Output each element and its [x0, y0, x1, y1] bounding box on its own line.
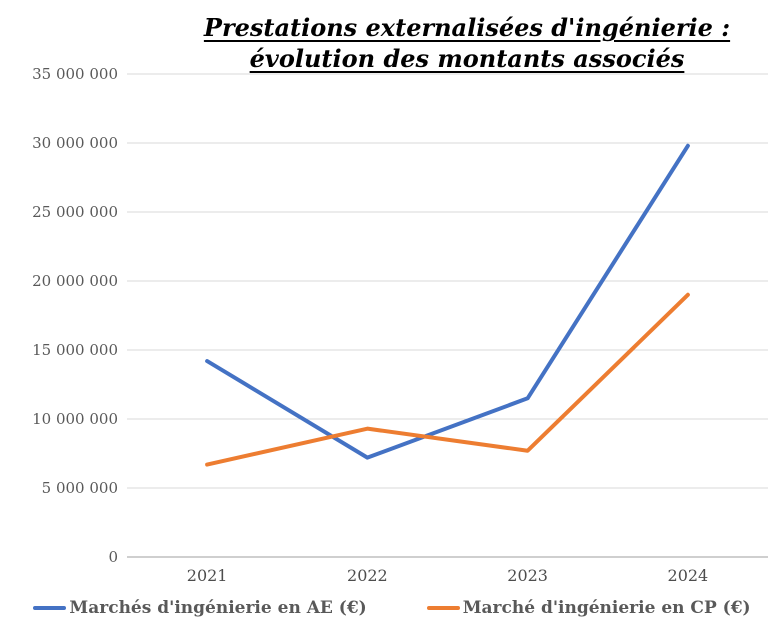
y-tick-label: 10 000 000 [32, 410, 118, 428]
y-tick-label: 30 000 000 [32, 134, 118, 152]
legend-item-ae: Marchés d'ingénierie en AE (€) [33, 598, 367, 618]
x-tick-label: 2024 [667, 566, 709, 585]
series-line-cp [205, 292, 690, 467]
chart-title-line-1: Prestations externalisées d'ingénierie : [203, 13, 731, 42]
chart-legend: Marchés d'ingénierie en AE (€) Marché d'i… [0, 595, 784, 621]
chart-title: Prestations externalisées d'ingénierie :… [150, 12, 784, 74]
y-tick-label: 20 000 000 [32, 272, 118, 290]
legend-label: Marché d'ingénierie en CP (€) [462, 598, 751, 618]
x-tick-label: 2022 [347, 566, 388, 585]
y-tick-label: 0 [108, 548, 118, 566]
y-tick-label: 15 000 000 [32, 341, 118, 359]
x-tick-label: 2021 [186, 566, 228, 585]
chart-title-line-2: évolution des montants associés [249, 44, 685, 73]
y-tick-label: 25 000 000 [32, 203, 118, 221]
legend-item-cp: Marché d'ingénierie en CP (€) [426, 598, 751, 618]
y-axis-labels: 0 5 000 000 10 000 000 15 000 000 20 000 000… [0, 0, 118, 625]
legend-line-icon [426, 606, 460, 610]
series-line-ae [205, 143, 690, 460]
legend-label: Marchés d'ingénierie en AE (€) [69, 598, 367, 618]
x-axis-labels: 2021 2022 2023 2024 [0, 566, 784, 588]
y-tick-label: 5 000 000 [41, 479, 118, 497]
y-tick-label: 35 000 000 [32, 65, 118, 83]
legend-line-icon [33, 606, 67, 610]
x-tick-label: 2023 [507, 566, 548, 585]
